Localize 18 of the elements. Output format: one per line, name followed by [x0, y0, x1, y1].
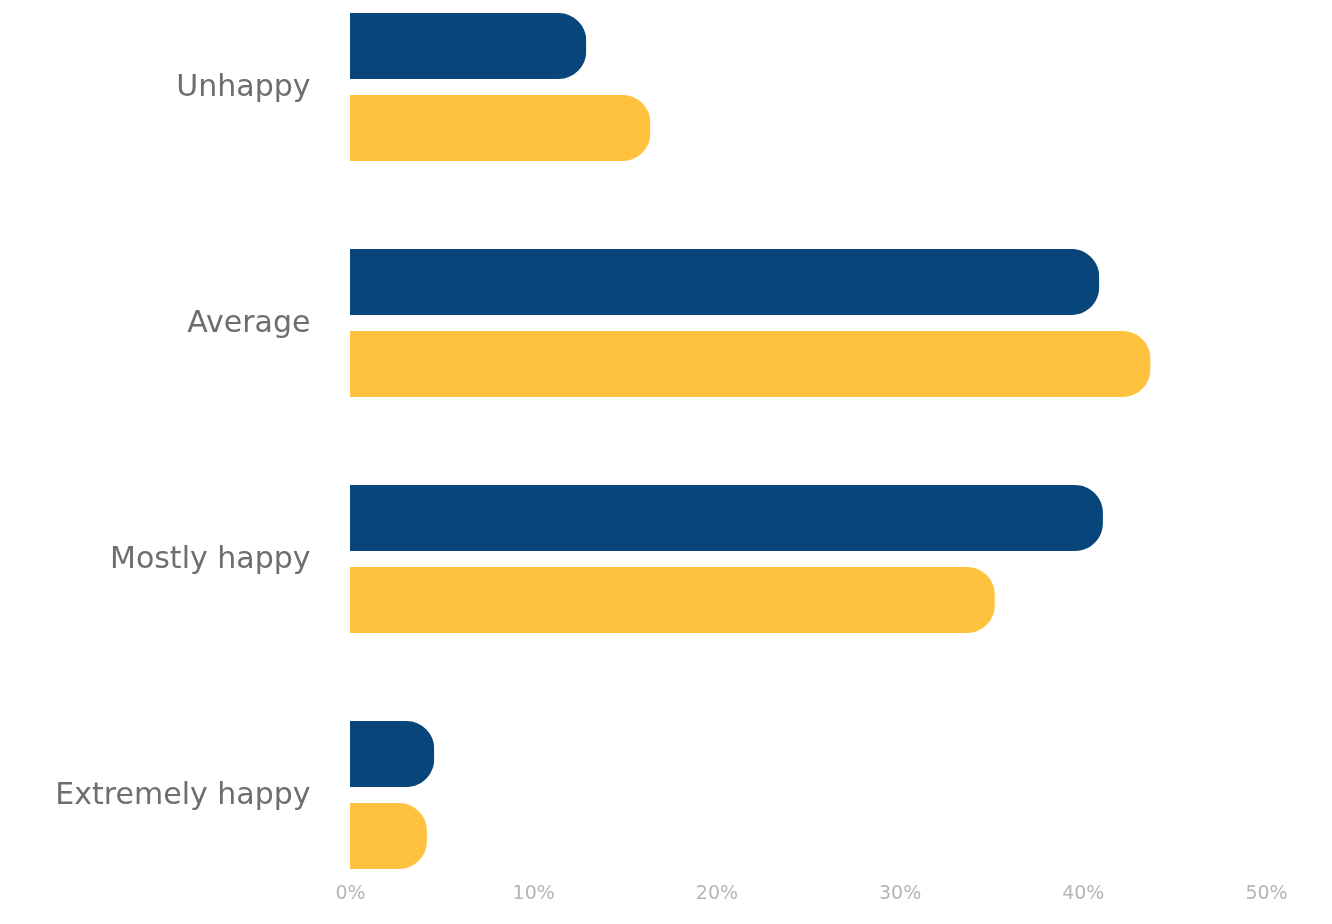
x-tick-label: 50%	[1245, 880, 1288, 903]
bar	[350, 94, 651, 161]
x-tick-label: 0%	[335, 880, 366, 903]
bar	[350, 803, 427, 869]
bar	[350, 721, 435, 788]
y-tick-label: Mostly happy	[110, 540, 311, 575]
x-tick-label: 40%	[1062, 880, 1105, 903]
y-tick-label: Unhappy	[176, 67, 311, 103]
y-tick-label: Extremely happy	[55, 776, 311, 812]
bar	[350, 13, 587, 79]
bar	[350, 485, 1103, 552]
bar	[350, 330, 1151, 397]
x-tick-label: 20%	[695, 880, 739, 903]
bar	[350, 567, 995, 633]
bar	[350, 249, 1100, 315]
x-tick-label: 30%	[878, 880, 922, 903]
x-tick-label: 10%	[512, 880, 555, 903]
y-tick-label: Average	[187, 304, 311, 339]
